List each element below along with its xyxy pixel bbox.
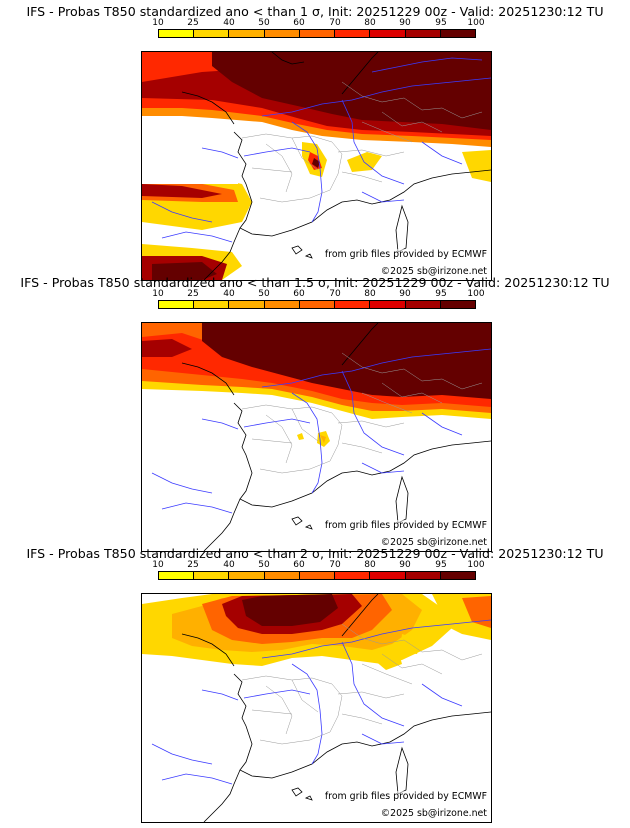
colorbar-cell [194,572,230,579]
colorbar-label: 10 [152,18,164,28]
colorbar-cell [335,301,371,308]
coastlines [181,52,491,280]
colorbar-label: 100 [467,560,485,570]
colorbar-cell [194,301,230,308]
colorbar-label: 50 [258,18,270,28]
colorbar-labels: 10 25 40 50 60 70 80 90 95 100 [152,289,484,299]
colorbar-label: 100 [467,18,485,28]
colorbar-cell [440,30,475,37]
rivers [151,619,491,785]
colorbar-label: 90 [399,289,411,299]
copyright-credit: ©2025 sb@irizone.net [380,266,487,277]
colorbar-cell [194,30,230,37]
colorbar-label: 25 [187,289,199,299]
colorbar-label: 10 [152,289,164,299]
panel-title: IFS - Probas T850 standardized ano < tha… [26,4,604,19]
colorbar-cell [370,301,406,308]
map-panel-sigma-2: IFS - Probas T850 standardized ano < tha… [0,547,630,823]
panel-title: IFS - Probas T850 standardized ano < tha… [26,546,604,561]
colorbar-label: 80 [364,289,376,299]
colorbar-cell [159,30,195,37]
copyright-credit: ©2025 sb@irizone.net [380,537,487,548]
no-data-area [142,144,238,184]
map-panel-sigma-1: IFS - Probas T850 standardized ano < tha… [0,5,630,281]
colorbar-cell [440,572,475,579]
colorbar [158,300,476,309]
rivers [151,57,491,243]
regional-borders [241,81,483,203]
colorbar-cell [264,301,300,308]
colorbar-label: 40 [223,18,235,28]
colorbar-cell [299,30,336,37]
colorbar-label: 60 [293,289,305,299]
colorbar-cell [229,30,265,37]
colorbar-label: 25 [187,18,199,28]
colorbar-labels: 10 25 40 50 60 70 80 90 95 100 [152,18,484,28]
rivers [151,348,491,514]
colorbar-label: 100 [467,289,485,299]
colorbar [158,29,476,38]
copyright-credit: ©2025 sb@irizone.net [380,808,487,819]
colorbar-cell [405,301,441,308]
colorbar-label: 25 [187,560,199,570]
colorbar-cell [159,301,195,308]
colorbar-label: 95 [435,18,447,28]
colorbar-label: 60 [293,560,305,570]
colorbar-label: 40 [223,289,235,299]
colorbar-cell [299,301,336,308]
colorbar-cell [370,30,406,37]
map-graphic [142,594,491,822]
colorbar-label: 95 [435,289,447,299]
map-graphic [142,323,491,551]
colorbar-label: 90 [399,18,411,28]
colorbar-cell [159,572,195,579]
probability-shading [142,594,491,670]
colorbar-cell [229,301,265,308]
colorbar-label: 80 [364,560,376,570]
map-panel-sigma-1-5: IFS - Probas T850 standardized ano < tha… [0,276,630,552]
colorbar-labels: 10 25 40 50 60 70 80 90 95 100 [152,560,484,570]
regional-borders [241,352,483,474]
source-credit: from grib files provided by ECMWF [324,520,487,531]
colorbar-label: 50 [258,289,270,299]
colorbar-label: 60 [293,18,305,28]
coastlines [181,323,491,551]
source-credit: from grib files provided by ECMWF [324,249,487,260]
map-view: from grib files provided by ECMWF ©2025 … [141,593,492,823]
regional-borders [241,623,483,745]
colorbar-label: 80 [364,18,376,28]
colorbar-cell [229,572,265,579]
colorbar-label: 10 [152,560,164,570]
colorbar-cell [440,301,475,308]
colorbar-label: 95 [435,560,447,570]
colorbar-label: 70 [329,18,341,28]
source-credit: from grib files provided by ECMWF [324,791,487,802]
colorbar-cell [405,572,441,579]
colorbar-cell [264,572,300,579]
colorbar-label: 40 [223,560,235,570]
colorbar [158,571,476,580]
map-view: from grib files provided by ECMWF ©2025 … [141,322,492,552]
colorbar-label: 50 [258,560,270,570]
colorbar-cell [370,572,406,579]
colorbar-label: 70 [329,560,341,570]
probability-shading [142,323,491,447]
colorbar-cell [264,30,300,37]
colorbar-cell [405,30,441,37]
map-graphic [142,52,491,280]
map-view: from grib files provided by ECMWF ©2025 … [141,51,492,281]
colorbar-cell [335,30,371,37]
colorbar-cell [335,572,371,579]
colorbar-label: 90 [399,560,411,570]
coastlines [181,594,491,822]
colorbar-label: 70 [329,289,341,299]
panel-title: IFS - Probas T850 standardized ano < tha… [20,275,610,290]
colorbar-cell [299,572,336,579]
